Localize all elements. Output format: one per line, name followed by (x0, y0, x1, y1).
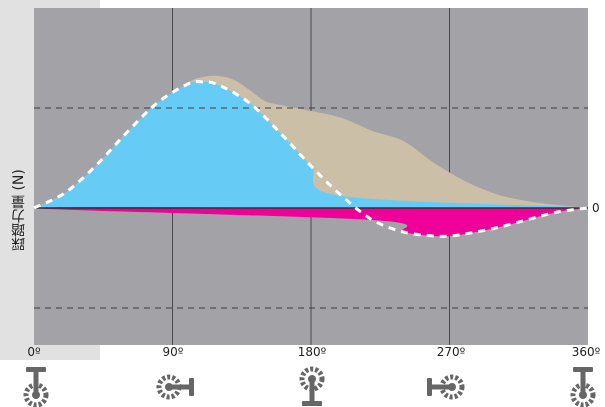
x-tick-90: 90º (162, 345, 184, 359)
x-tick-270: 270º (436, 345, 466, 359)
crank-180-icon (299, 366, 325, 406)
y-axis-label: 踩踏力量 (N) (11, 169, 27, 251)
x-tick-0: 0º (27, 345, 41, 359)
crank-360-icon (570, 367, 596, 407)
x-tick-360: 360º (571, 345, 601, 359)
chart-title (150, 0, 440, 7)
crank-0-icon (23, 367, 49, 407)
crank-270-icon (427, 374, 465, 400)
crank-90-icon (156, 374, 194, 400)
negative-effective-area (33, 207, 588, 237)
y-tick-zero: 0 (592, 201, 600, 215)
x-tick-180: 180º (297, 345, 327, 359)
positive-effective-area (34, 81, 589, 209)
horizontal-gridlines (34, 107, 588, 309)
effective-force-curve (33, 80, 589, 238)
